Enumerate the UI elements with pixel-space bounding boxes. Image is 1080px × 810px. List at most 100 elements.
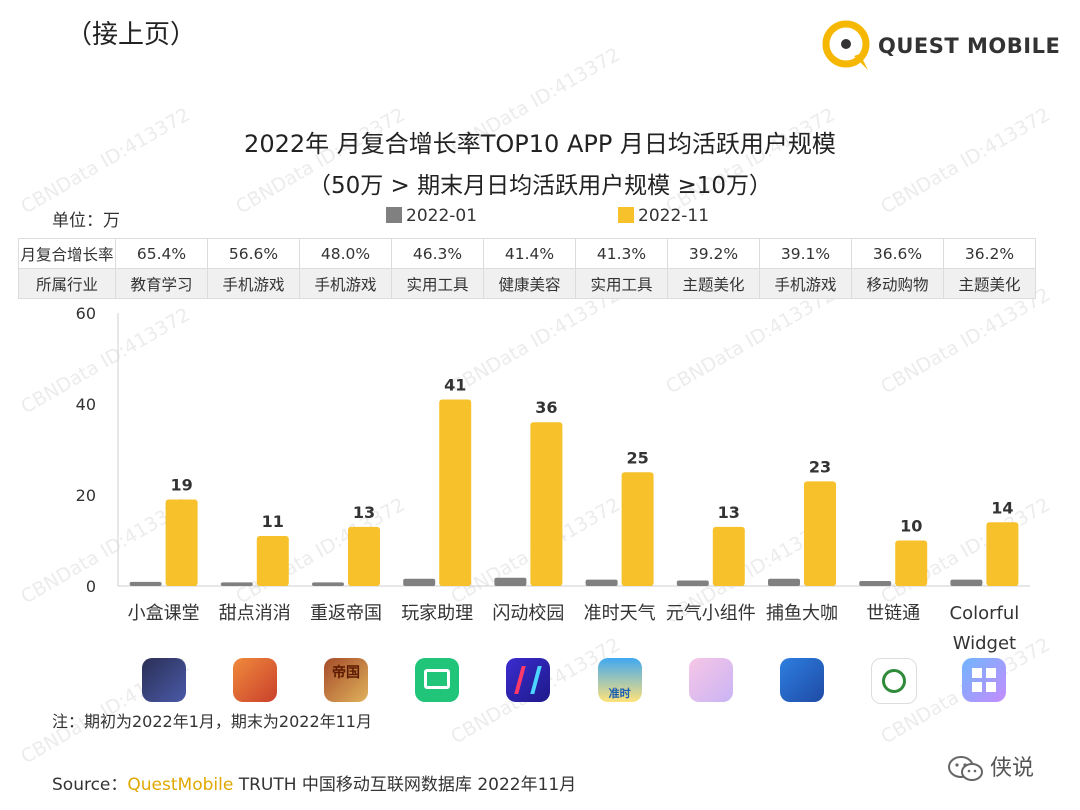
- table-row-header: 所属行业: [18, 268, 116, 299]
- y-tick-label: 20: [76, 486, 96, 505]
- industry-row: 所属行业 教育学习 手机游戏 手机游戏 实用工具 健康美容 实用工具 主题美化 …: [18, 268, 1036, 299]
- growth-table: 月复合增长率 65.4% 56.6% 48.0% 46.3% 41.4% 41.…: [18, 238, 1036, 299]
- x-category-label: 小盒课堂: [128, 603, 200, 624]
- table-cell: 46.3%: [391, 238, 484, 269]
- table-cell: 65.4%: [115, 238, 208, 269]
- buyu-daka-icon: [780, 658, 824, 702]
- table-cell: 主题美化: [667, 268, 760, 299]
- bar-data-label: 36: [535, 398, 557, 417]
- bar-2022-01: [859, 580, 892, 586]
- yuanqi-xiaozujian-icon: [688, 658, 733, 702]
- source-prefix: Source：: [52, 775, 128, 795]
- wanjia-zhuli-icon: [415, 658, 460, 702]
- chongfan-diguo-icon: 帝国: [324, 658, 368, 702]
- card-shape: [424, 669, 451, 689]
- table-cell: 主题美化: [943, 268, 1036, 299]
- table-cell: 36.2%: [943, 238, 1036, 269]
- bar-2022-11: [712, 526, 745, 586]
- app-icon-text: 帝国: [332, 665, 360, 681]
- x-category-label: 闪动校园: [492, 603, 564, 624]
- source-line: Source：QuestMobile TRUTH 中国移动互联网数据库 2022…: [52, 770, 576, 795]
- brand-name: QUEST MOBILE: [878, 34, 1061, 58]
- x-category-label: 玩家助理: [401, 603, 473, 624]
- footnote: 注：期初为2022年1月，期末为2022年11月: [52, 712, 372, 731]
- table-cell: 36.6%: [851, 238, 944, 269]
- colorful-widget-icon: [962, 658, 1007, 702]
- bar-data-label: 41: [444, 375, 466, 394]
- table-cell: 41.4%: [483, 238, 576, 269]
- bar-2022-11: [256, 535, 289, 586]
- source-rest: TRUTH 中国移动互联网数据库 2022年11月: [233, 775, 577, 795]
- bar-data-label: 14: [991, 498, 1013, 517]
- tiandian-xiaoxiao-icon: [232, 658, 277, 702]
- table-cell: 56.6%: [207, 238, 300, 269]
- unit-label: 单位：万: [52, 211, 120, 231]
- bar-2022-01: [768, 578, 800, 586]
- bar-2022-11: [348, 526, 380, 586]
- wechat-icon: [948, 756, 983, 781]
- legend-swatch-yellow: [618, 207, 634, 223]
- app-icon-text: 准时: [608, 687, 631, 700]
- shilian-tong-icon: [871, 658, 918, 704]
- bar-2022-11: [895, 540, 928, 586]
- emblem-shape: [882, 669, 907, 693]
- questmobile-logo-icon: [822, 20, 870, 70]
- bar-2022-01: [403, 578, 436, 586]
- bar-data-label: 11: [262, 512, 284, 531]
- table-row-header: 月复合增长率: [18, 238, 116, 269]
- legend-label: 2022-11: [638, 206, 710, 226]
- legend-label: 2022-01: [406, 206, 478, 226]
- bar-data-label: 10: [900, 517, 922, 536]
- x-category-label: Widget: [953, 633, 1016, 654]
- bar-2022-01: [585, 579, 618, 586]
- table-cell: 39.1%: [759, 238, 852, 269]
- widget-grid-shape: [972, 668, 997, 692]
- bar-2022-01: [220, 582, 253, 586]
- table-cell: 健康美容: [483, 268, 576, 299]
- table-cell: 48.0%: [299, 238, 392, 269]
- bar-2022-01: [494, 577, 527, 586]
- table-cell: 教育学习: [115, 268, 208, 299]
- y-tick-label: 0: [86, 577, 96, 596]
- x-category-label: 重返帝国: [310, 603, 382, 624]
- xiaohe-ketang-icon: [141, 658, 186, 702]
- x-category-label: 元气小组件: [666, 603, 756, 624]
- legend-swatch-gray: [386, 207, 402, 223]
- continued-label: （接上页）: [66, 20, 197, 50]
- bar-data-label: 25: [626, 448, 648, 467]
- bar-data-label: 23: [809, 457, 831, 476]
- bar-2022-11: [530, 422, 563, 586]
- table-cell: 移动购物: [851, 268, 944, 299]
- x-category-label: 世链通: [866, 603, 920, 624]
- x-category-label: Colorful: [950, 603, 1020, 624]
- y-tick-label: 40: [76, 395, 96, 414]
- bar-data-label: 19: [170, 476, 192, 495]
- bar-2022-01: [312, 582, 344, 586]
- bar-2022-11: [986, 522, 1019, 586]
- y-tick-label: 60: [76, 304, 96, 323]
- bar-2022-11: [165, 499, 198, 586]
- bar-2022-01: [950, 579, 983, 586]
- source-brand: QuestMobile: [127, 775, 234, 795]
- table-cell: 39.2%: [667, 238, 760, 269]
- legend-item-2022-11: 2022-11: [618, 206, 709, 226]
- bar-2022-11: [621, 472, 654, 586]
- table-cell: 手机游戏: [207, 268, 300, 299]
- bolt-shape: [514, 666, 543, 694]
- table-cell: 实用工具: [575, 268, 668, 299]
- growth-rate-row: 月复合增长率 65.4% 56.6% 48.0% 46.3% 41.4% 41.…: [18, 238, 1036, 269]
- bar-2022-11: [804, 481, 836, 586]
- chart-title: 2022年 月复合增长率TOP10 APP 月日均活跃用户规模: [244, 130, 836, 158]
- x-category-label: 捕鱼大咖: [766, 603, 838, 624]
- bar-2022-01: [129, 581, 162, 586]
- x-category-label: 准时天气: [584, 603, 656, 624]
- legend-item-2022-01: 2022-01: [386, 206, 477, 226]
- x-category-label: 甜点消消: [219, 603, 291, 624]
- bar-data-label: 13: [353, 503, 375, 522]
- bar-2022-01: [676, 580, 709, 586]
- bar-data-label: 13: [718, 503, 740, 522]
- table-cell: 手机游戏: [299, 268, 392, 299]
- table-cell: 手机游戏: [759, 268, 852, 299]
- shandong-xiaoyuan-icon: [506, 658, 551, 702]
